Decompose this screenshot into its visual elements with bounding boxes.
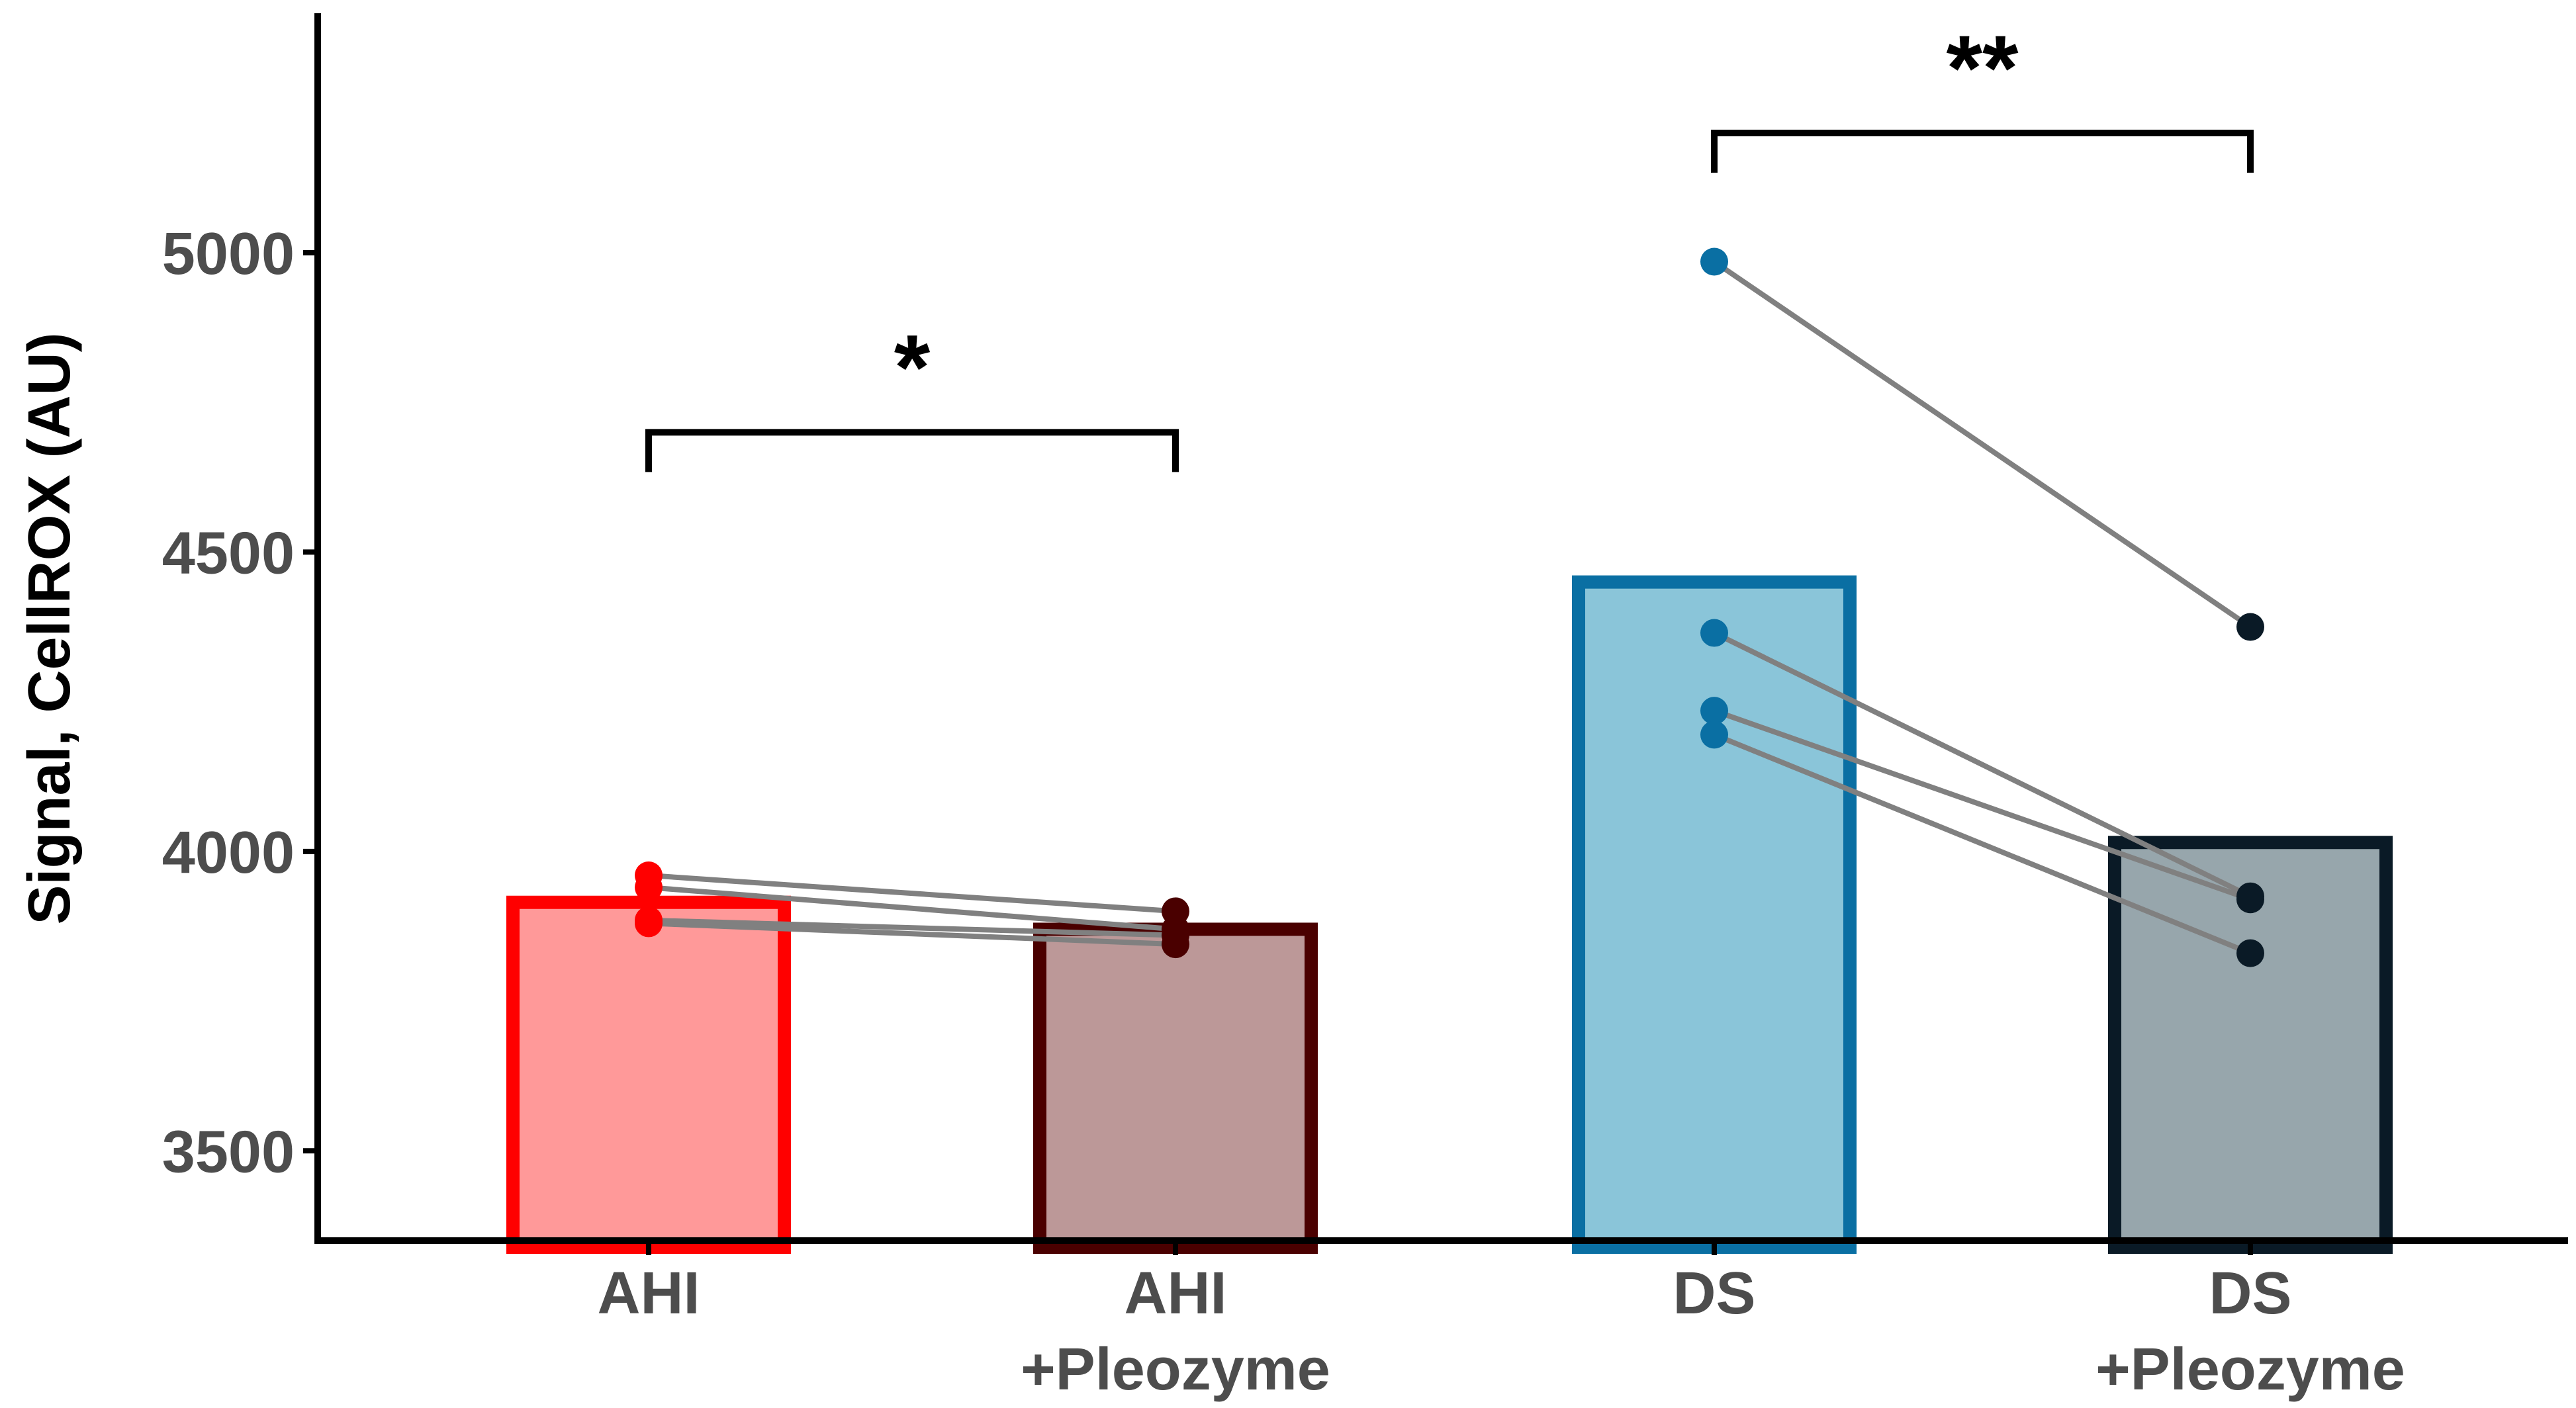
paired-line-0-3 (648, 920, 1176, 947)
y-tick-label-5000: 5000 (162, 221, 295, 287)
point-3-0 (2236, 613, 2264, 641)
point-2-3 (1700, 721, 1728, 749)
paired-line-1-3 (1713, 732, 2252, 956)
bar-2 (1572, 575, 1857, 1254)
bar-0 (506, 895, 791, 1254)
x-tick-label-3-line1: DS (2209, 1260, 2291, 1327)
point-0-1 (635, 873, 663, 902)
significance-label-1: ** (1947, 16, 2019, 120)
bars-layer (506, 575, 2393, 1254)
paired-line-1-1 (1713, 630, 2252, 899)
point-2-1 (1700, 619, 1728, 647)
point-3-3 (2236, 939, 2264, 967)
significance-label-0: * (894, 315, 931, 419)
point-1-3 (1162, 930, 1189, 959)
paired-line-1-2 (1713, 708, 2252, 902)
significance-bracket-0 (645, 429, 1179, 472)
significance-bracket-1 (1711, 129, 2254, 173)
point-2-2 (1700, 697, 1728, 725)
point-3-2 (2236, 885, 2264, 914)
point-0-3 (635, 909, 663, 938)
y-tick-label-3500: 3500 (162, 1119, 295, 1185)
point-2-0 (1700, 247, 1728, 276)
paired-line-0-0 (648, 873, 1176, 914)
y-axis-title: Signal, CellROX (AU) (17, 332, 83, 924)
paired-line-1-0 (1712, 259, 2252, 629)
axes-layer (303, 13, 2568, 1255)
paired-line-0-1 (648, 885, 1176, 932)
x-tick-label-1-line1: AHI (1125, 1260, 1227, 1327)
x-tick-label-0-line1: AHI (598, 1260, 700, 1327)
points-layer (635, 247, 2264, 967)
paired-lines-layer (648, 259, 2252, 956)
x-tick-label-2-line1: DS (1673, 1260, 1755, 1327)
x-tick-label-1-line2: +Pleozyme (1021, 1337, 1330, 1403)
y-tick-label-4500: 4500 (162, 520, 295, 586)
significance-layer: *** (645, 16, 2254, 472)
x-tick-label-3-line2: +Pleozyme (2095, 1337, 2405, 1403)
labels-layer: 3500 4000 4500 5000 AHI AHI +Pleozyme DS DS +Pleo… (162, 221, 2405, 1403)
paired-line-0-2 (648, 917, 1176, 938)
bar-1 (1033, 922, 1318, 1254)
y-tick-label-4000: 4000 (162, 820, 295, 886)
